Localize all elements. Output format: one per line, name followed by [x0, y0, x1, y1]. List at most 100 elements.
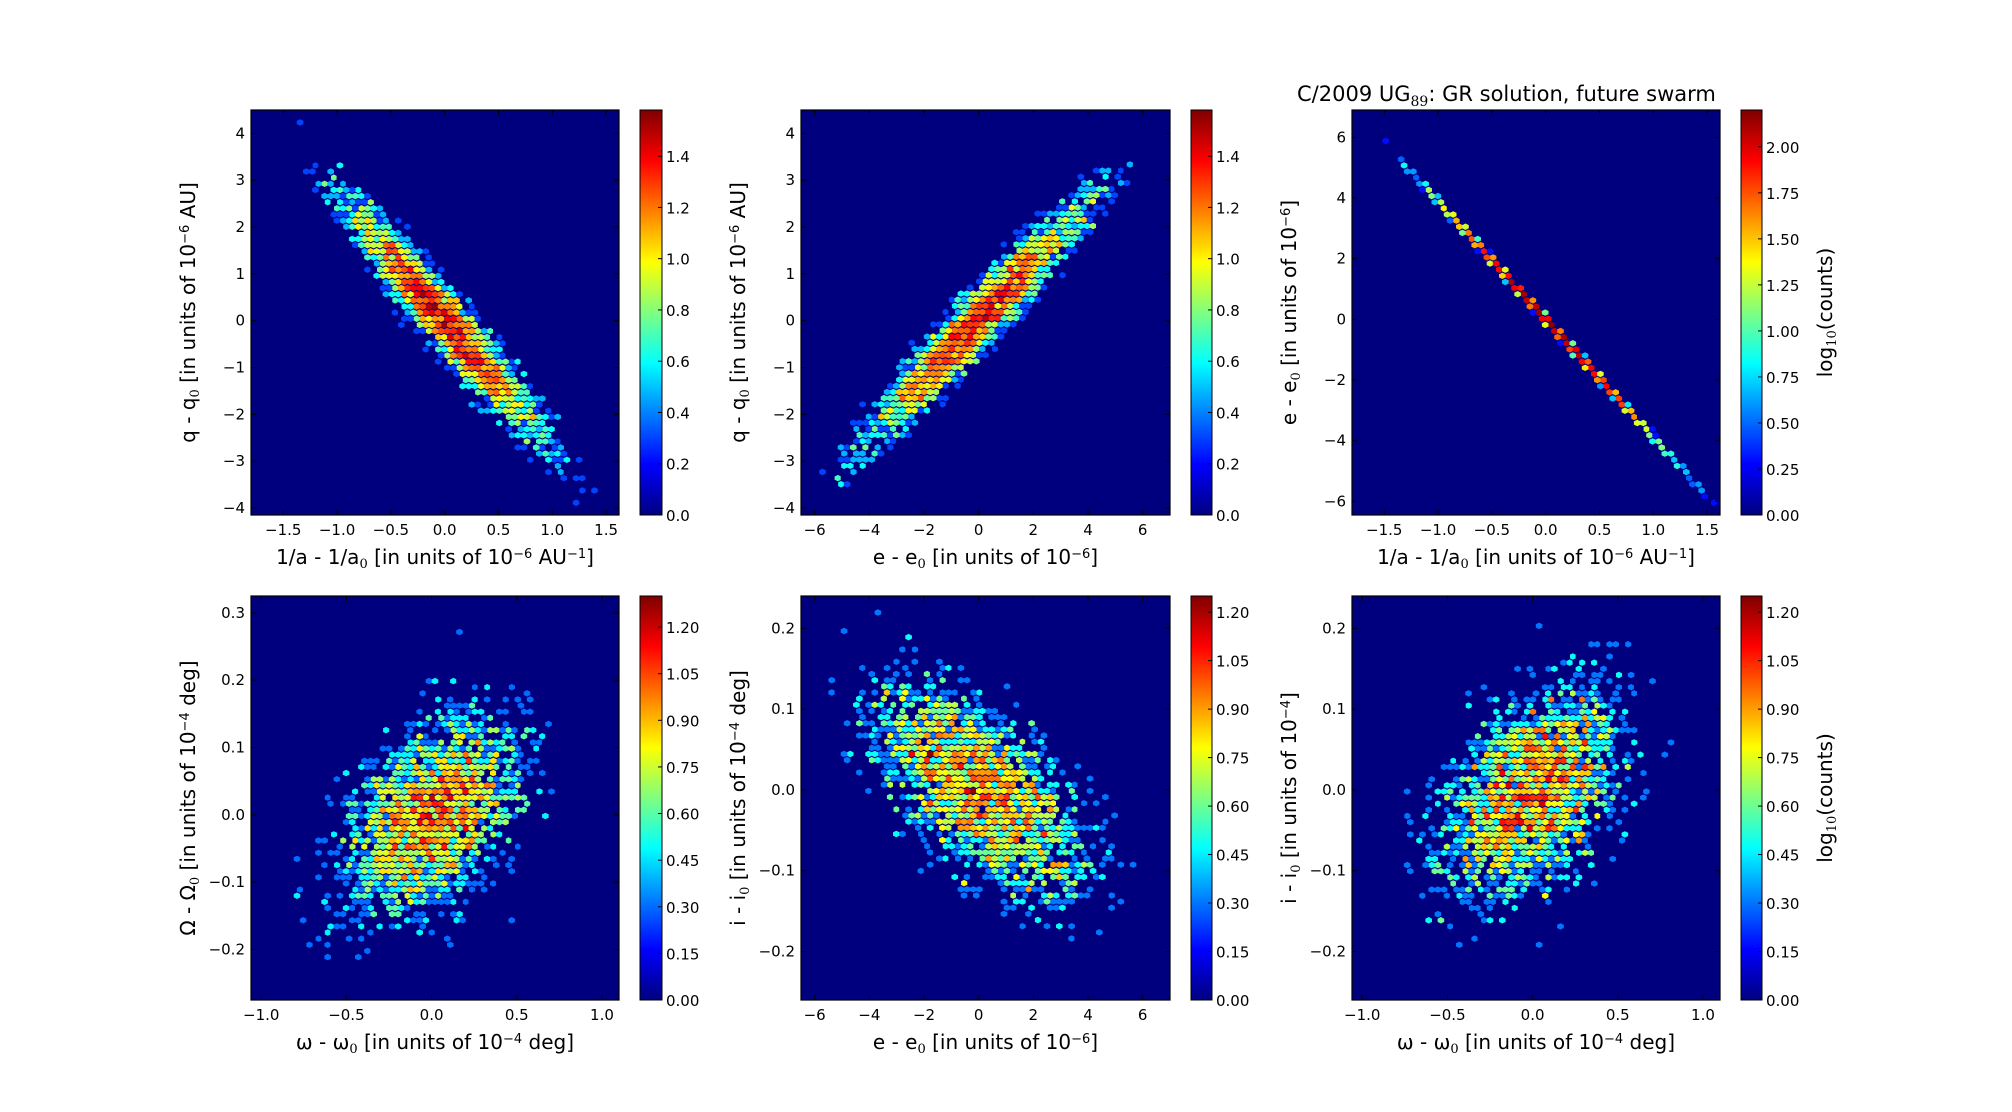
- hex-bin: [991, 732, 998, 739]
- hex-bin: [376, 849, 384, 856]
- hex-bin: [413, 788, 420, 795]
- hex-bin: [893, 732, 900, 739]
- hex-bin: [1646, 745, 1653, 752]
- hex-bin: [1049, 824, 1057, 831]
- hex-bin: [373, 966, 380, 973]
- hex-bin: [312, 929, 319, 936]
- hex-bin: [348, 745, 356, 752]
- hex-bin: [490, 806, 497, 814]
- hex-bin: [456, 849, 463, 856]
- hex-bin: [1012, 315, 1020, 322]
- hex-bin: [942, 333, 949, 340]
- hex-bin: [367, 978, 374, 985]
- hex-bin: [1003, 892, 1011, 899]
- hex-bin: [428, 953, 436, 961]
- hex-bin: [936, 781, 943, 788]
- hex-bin: [529, 389, 537, 396]
- hex-bin: [1108, 867, 1115, 875]
- hex-bin: [886, 806, 894, 813]
- hex-bin: [960, 867, 968, 875]
- hex-bin: [1080, 750, 1088, 758]
- hex-bin: [1443, 855, 1451, 863]
- hex-bin: [382, 923, 390, 930]
- hex-bin: [410, 782, 417, 789]
- hex-bin: [413, 776, 420, 783]
- hex-bin: [1000, 775, 1008, 782]
- hex-bin: [926, 726, 934, 733]
- hex-bin: [361, 235, 368, 243]
- hex-bin: [459, 782, 466, 789]
- hex-bin: [333, 192, 341, 200]
- hex-bin: [985, 867, 992, 875]
- hex-bin: [1096, 916, 1103, 924]
- hex-bin: [1578, 794, 1586, 801]
- hex-bin: [394, 266, 402, 273]
- hex-bin: [431, 874, 439, 881]
- hex-bin: [444, 788, 451, 795]
- hex-bin: [444, 352, 451, 359]
- hex-bin: [982, 726, 989, 733]
- hex-bin: [490, 684, 497, 691]
- hex-bin: [428, 855, 436, 863]
- hex-bin: [1123, 167, 1131, 174]
- hex-bin: [499, 690, 506, 697]
- hex-bin: [957, 677, 965, 684]
- hex-bin: [401, 935, 408, 942]
- hex-bin: [1465, 825, 1472, 832]
- hex-bin: [871, 726, 879, 733]
- hex-bin: [404, 309, 411, 316]
- hex-bin: [1357, 113, 1365, 120]
- hex-bin: [410, 260, 417, 267]
- hex-bin: [926, 763, 934, 770]
- hex-bin: [419, 726, 426, 734]
- hex-bin: [456, 702, 463, 709]
- hex-bin: [840, 450, 848, 457]
- hex-bin: [1025, 278, 1032, 285]
- hex-bin: [493, 702, 500, 709]
- hex-bin: [422, 720, 430, 728]
- hex-bin: [914, 401, 922, 408]
- hex-bin: [508, 395, 515, 402]
- hex-bin: [837, 720, 845, 727]
- hex-bin: [963, 302, 971, 310]
- hex-bin: [468, 825, 476, 832]
- hex-bin: [1046, 904, 1054, 911]
- hex-bin: [385, 272, 393, 279]
- hex-bin: [1683, 468, 1690, 476]
- hex-bin: [1074, 204, 1082, 211]
- hex-bin: [1068, 935, 1075, 942]
- hex-bin: [917, 855, 925, 862]
- hex-bin: [889, 836, 897, 844]
- hex-bin: [385, 806, 393, 814]
- hex-bin: [893, 830, 900, 838]
- hex-bin: [370, 739, 377, 746]
- hex-bin: [382, 763, 390, 771]
- colorbar: 0.000.150.300.450.600.750.901.051.20: [639, 595, 699, 1010]
- hex-bin: [1499, 272, 1506, 279]
- hex-bin: [880, 756, 888, 764]
- hex-bin: [1483, 739, 1491, 746]
- hex-bin: [1000, 787, 1008, 795]
- hex-bin: [376, 960, 384, 967]
- hex-bin: [1446, 825, 1454, 832]
- x-tick-label: 2: [1029, 1006, 1039, 1024]
- hex-bin: [1591, 818, 1598, 826]
- hex-bin: [957, 726, 965, 733]
- hex-bin: [1062, 886, 1069, 893]
- hex-bin: [899, 781, 906, 788]
- hex-bin: [1489, 739, 1497, 746]
- hex-bin: [572, 487, 580, 494]
- hex-bin: [1627, 806, 1635, 814]
- hex-bin: [917, 756, 925, 764]
- hex-bin: [407, 266, 414, 273]
- hex-bin: [480, 763, 488, 771]
- hex-bin: [345, 800, 353, 807]
- hex-bin: [1068, 812, 1075, 819]
- hex-bin: [1043, 800, 1051, 807]
- hex-bin: [997, 744, 1005, 752]
- hex-bin: [428, 892, 436, 899]
- hex-bin: [1449, 868, 1457, 875]
- hex-bin: [1034, 769, 1042, 776]
- hex-bin: [422, 757, 430, 764]
- hex-bin: [1664, 456, 1672, 463]
